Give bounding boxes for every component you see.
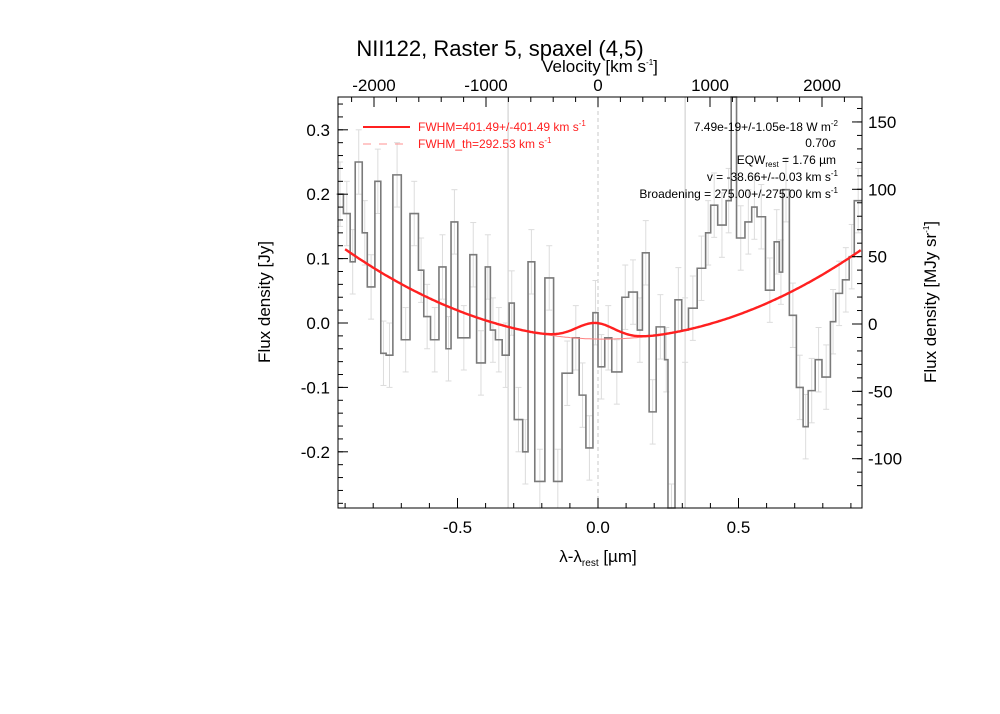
y-tick-label: 0.0	[306, 314, 330, 333]
y-tick-label: 0.1	[306, 250, 330, 269]
right-tick-label: 0	[868, 315, 877, 334]
x-tick-label: 0.0	[586, 518, 610, 537]
fit-curve	[344, 248, 862, 338]
x-tick-label: -0.5	[443, 518, 472, 537]
tick-labels: -0.5 0.0 0.5-2000 -1000 0 1000 2000-0.2-0.10.0…	[301, 76, 902, 537]
y-tick-label: -0.2	[301, 443, 330, 462]
top-axis-label: Velocity [km s-1]	[542, 57, 658, 76]
y-tick-label: 0.2	[306, 185, 330, 204]
annotation-eqw: EQWrest = 1.76 µm	[737, 153, 836, 169]
y-axis-label: Flux density [Jy]	[255, 241, 274, 363]
right-tick-label: -100	[868, 450, 902, 469]
top-tick-label: -1000	[464, 76, 507, 95]
top-tick-label: 2000	[803, 76, 841, 95]
right-tick-label: 150	[868, 113, 896, 132]
top-tick-label: 1000	[691, 76, 729, 95]
axis-ticks	[338, 97, 862, 508]
fit-annotations: 7.49e-19+/-1.05e-18 W m-2 0.70σ EQWrest …	[639, 119, 838, 201]
right-tick-label: 100	[868, 180, 896, 199]
right-tick-label: -50	[868, 382, 893, 401]
top-tick-label: -2000	[352, 76, 395, 95]
y-tick-label: -0.1	[301, 378, 330, 397]
annotation-sigma: 0.70σ	[805, 136, 836, 150]
annotation-velocity: v = -38.66+/--0.03 km s-1	[707, 169, 839, 184]
right-y-axis-label: Flux density [MJy sr-1]	[921, 221, 940, 383]
legend: FWHM=401.49+/-401.49 km s-1 FWHM_th=292.…	[363, 119, 586, 151]
chart-title: NII122, Raster 5, spaxel (4,5)	[356, 36, 643, 61]
legend-fit-label: FWHM=401.49+/-401.49 km s-1	[418, 119, 586, 134]
right-tick-label: 50	[868, 248, 887, 267]
x-axis-label: λ-λrest [µm]	[559, 547, 636, 569]
top-tick-label: 0	[593, 76, 602, 95]
spectrum-histogram	[336, 96, 863, 509]
x-tick-label: 0.5	[727, 518, 751, 537]
continuum-baseline	[541, 333, 653, 340]
annotation-flux: 7.49e-19+/-1.05e-18 W m-2	[694, 119, 839, 134]
legend-th-label: FWHM_th=292.53 km s-1	[418, 136, 552, 151]
y-tick-label: 0.3	[306, 121, 330, 140]
annotation-broadening: Broadening = 275.00+/-275.00 km s-1	[639, 186, 838, 201]
plot-frame	[337, 96, 863, 509]
